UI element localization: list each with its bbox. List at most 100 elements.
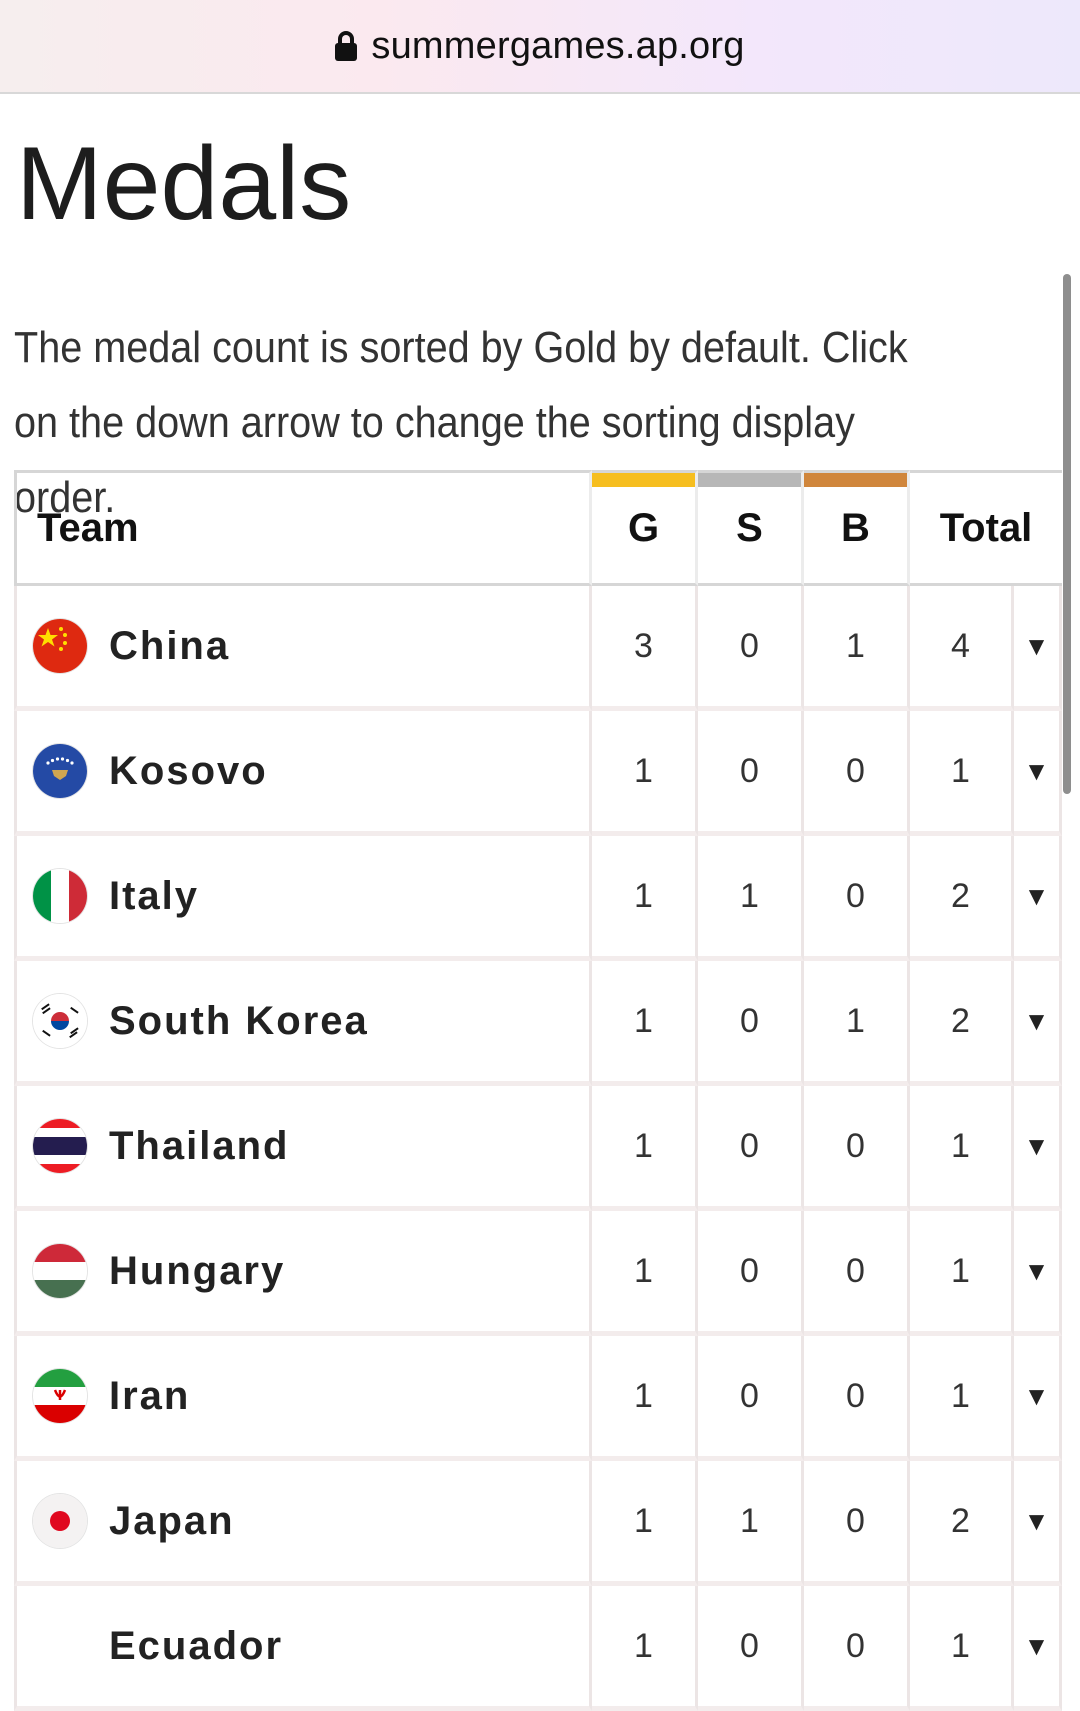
hungary-flag-icon: [33, 1244, 87, 1298]
total-count: 1: [910, 1586, 1014, 1711]
table-row: South Korea 1 0 1 2 ▼: [14, 961, 1063, 1086]
silver-color-bar: [698, 473, 801, 487]
table-header-row: Team G S B Total: [14, 470, 1063, 586]
team-cell: Italy: [14, 836, 592, 961]
lock-icon: [335, 31, 358, 61]
total-count: 1: [910, 711, 1014, 836]
sort-down-arrow-icon[interactable]: ▼: [1014, 836, 1063, 961]
bronze-count: 0: [804, 711, 910, 836]
silver-count: 0: [698, 586, 804, 711]
sort-down-arrow-icon[interactable]: ▼: [1014, 1586, 1063, 1711]
gold-count: 1: [592, 711, 698, 836]
kosovo-flag-icon: [33, 744, 87, 798]
bronze-count: 0: [804, 1211, 910, 1336]
ecuador-flag-placeholder: [33, 1619, 87, 1673]
table-row: Italy 1 1 0 2 ▼: [14, 836, 1063, 961]
total-column-header[interactable]: Total: [910, 470, 1063, 586]
team-name: Ecuador: [109, 1623, 284, 1668]
url-text[interactable]: summergames.ap.org: [371, 24, 745, 67]
team-name: Thailand: [109, 1123, 290, 1168]
sort-down-arrow-icon[interactable]: ▼: [1014, 711, 1063, 836]
silver-count: 0: [698, 1211, 804, 1336]
gold-color-bar: [592, 473, 695, 487]
total-count: 1: [910, 1086, 1014, 1211]
team-cell: Japan: [14, 1461, 592, 1586]
thailand-flag-icon: [33, 1119, 87, 1173]
team-name: South Korea: [109, 998, 369, 1043]
total-count: 2: [910, 1461, 1014, 1586]
team-name: Italy: [109, 873, 200, 918]
team-name: Iran: [109, 1373, 191, 1418]
sort-down-arrow-icon[interactable]: ▼: [1014, 1211, 1063, 1336]
silver-count: 1: [698, 1461, 804, 1586]
bronze-count: 0: [804, 1086, 910, 1211]
page-title: Medals: [16, 126, 352, 242]
sort-down-arrow-icon[interactable]: ▼: [1014, 586, 1063, 711]
team-cell: China: [14, 586, 592, 711]
page-description: The medal count is sorted by Gold by def…: [14, 323, 908, 522]
team-column-header: Team: [14, 470, 592, 586]
japan-flag-icon: [33, 1494, 87, 1548]
bronze-count: 0: [804, 1586, 910, 1711]
bronze-count: 1: [804, 586, 910, 711]
team-name: Japan: [109, 1498, 235, 1543]
total-count: 2: [910, 961, 1014, 1086]
team-cell: South Korea: [14, 961, 592, 1086]
total-count: 1: [910, 1211, 1014, 1336]
table-row: Kosovo 1 0 0 1 ▼: [14, 711, 1063, 836]
silver-count: 0: [698, 961, 804, 1086]
silver-count: 0: [698, 1586, 804, 1711]
address-bar[interactable]: summergames.ap.org: [0, 0, 1080, 94]
table-row: Hungary 1 0 0 1 ▼: [14, 1211, 1063, 1336]
table-row: Iran 1 0 0 1 ▼: [14, 1336, 1063, 1461]
silver-count: 0: [698, 711, 804, 836]
silver-count: 1: [698, 836, 804, 961]
sort-down-arrow-icon[interactable]: ▼: [1014, 1086, 1063, 1211]
team-cell: Thailand: [14, 1086, 592, 1211]
scrollbar[interactable]: [1063, 274, 1071, 794]
silver-count: 0: [698, 1336, 804, 1461]
team-name: China: [109, 623, 231, 668]
gold-header-label: G: [627, 505, 660, 550]
gold-column-header[interactable]: G: [592, 470, 698, 586]
bronze-count: 0: [804, 1336, 910, 1461]
gold-count: 1: [592, 961, 698, 1086]
italy-flag-icon: [33, 869, 87, 923]
gold-count: 1: [592, 1586, 698, 1711]
table-row: China 3 0 1 4 ▼: [14, 586, 1063, 711]
total-count: 1: [910, 1336, 1014, 1461]
bronze-count: 1: [804, 961, 910, 1086]
table-row: Japan 1 1 0 2 ▼: [14, 1461, 1063, 1586]
gold-count: 1: [592, 1461, 698, 1586]
silver-header-label: S: [736, 505, 763, 550]
gold-count: 1: [592, 1336, 698, 1461]
gold-count: 1: [592, 1211, 698, 1336]
china-flag-icon: [33, 619, 87, 673]
gold-count: 1: [592, 1086, 698, 1211]
team-cell: Hungary: [14, 1211, 592, 1336]
sort-down-arrow-icon[interactable]: ▼: [1014, 1461, 1063, 1586]
table-row: Ecuador 1 0 0 1 ▼: [14, 1586, 1063, 1711]
south-korea-flag-icon: [33, 994, 87, 1048]
medal-table: Team G S B Total China 3: [14, 470, 1063, 1711]
team-name: Kosovo: [109, 748, 268, 793]
team-cell: Iran: [14, 1336, 592, 1461]
bronze-header-label: B: [841, 505, 870, 550]
silver-count: 0: [698, 1086, 804, 1211]
bronze-count: 0: [804, 1461, 910, 1586]
bronze-column-header[interactable]: B: [804, 470, 910, 586]
table-row: Thailand 1 0 0 1 ▼: [14, 1086, 1063, 1211]
team-name: Hungary: [109, 1248, 286, 1293]
gold-count: 3: [592, 586, 698, 711]
team-cell: Kosovo: [14, 711, 592, 836]
iran-flag-icon: [33, 1369, 87, 1423]
total-count: 2: [910, 836, 1014, 961]
total-count: 4: [910, 586, 1014, 711]
sort-down-arrow-icon[interactable]: ▼: [1014, 1336, 1063, 1461]
silver-column-header[interactable]: S: [698, 470, 804, 586]
bronze-color-bar: [804, 473, 907, 487]
sort-down-arrow-icon[interactable]: ▼: [1014, 961, 1063, 1086]
bronze-count: 0: [804, 836, 910, 961]
team-cell: Ecuador: [14, 1586, 592, 1711]
gold-count: 1: [592, 836, 698, 961]
